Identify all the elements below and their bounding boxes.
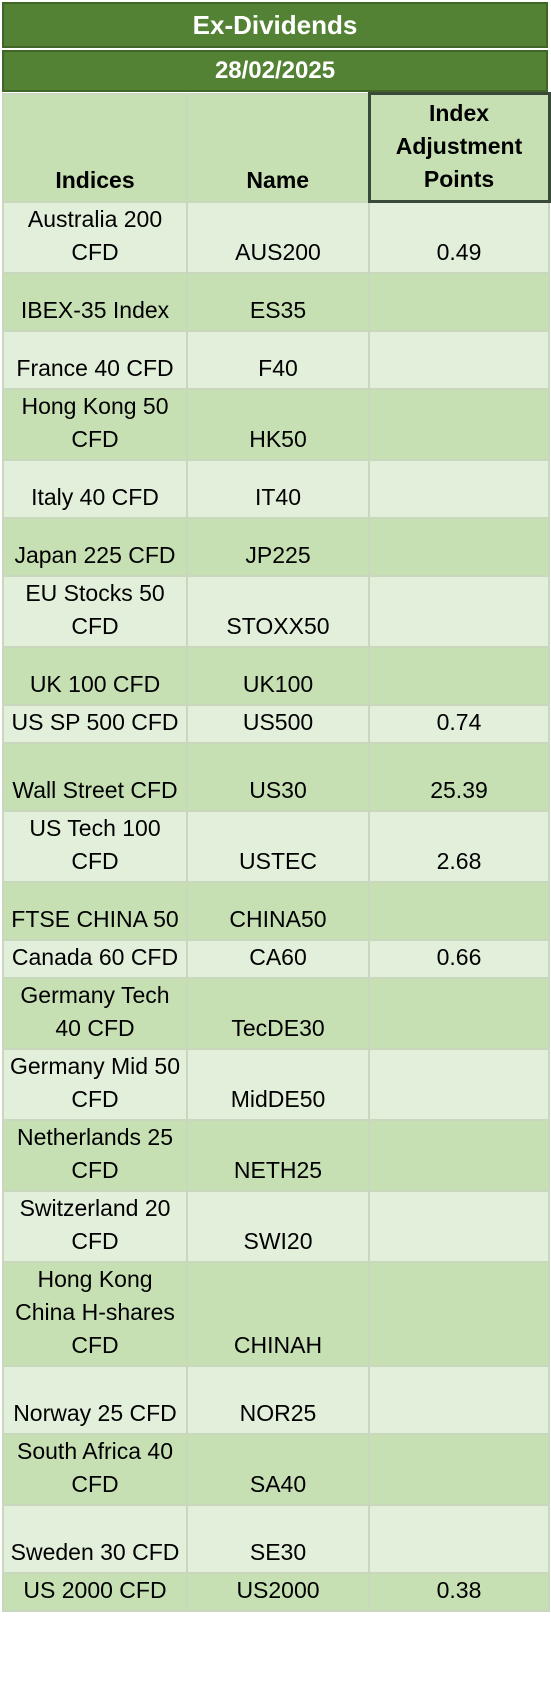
cell-points [368, 1047, 550, 1121]
cell-points: 2.68 [368, 809, 550, 883]
cell-index: Sweden 30 CFD [2, 1503, 188, 1574]
cell-name: F40 [186, 329, 370, 390]
cell-index: US 2000 CFD [2, 1571, 188, 1612]
table-row: Germany Tech 40 CFD TecDE30 [2, 976, 550, 1050]
cell-index: France 40 CFD [2, 329, 188, 390]
table-row: UK 100 CFD UK100 [2, 645, 550, 706]
table-row: Sweden 30 CFD SE30 [2, 1503, 550, 1574]
cell-index: Italy 40 CFD [2, 458, 188, 519]
ex-dividends-table: Indices Name Index Adjustment Points Aus… [2, 92, 551, 1612]
cell-points [368, 1432, 550, 1506]
cell-index: EU Stocks 50 CFD [2, 574, 188, 648]
cell-name: HK50 [186, 387, 370, 461]
cell-name: US2000 [186, 1571, 370, 1612]
cell-name: CHINAH [186, 1260, 370, 1367]
cell-points [368, 1503, 550, 1574]
cell-points [368, 387, 550, 461]
cell-index: FTSE CHINA 50 [2, 880, 188, 941]
cell-index: Hong Kong China H-shares CFD [2, 1260, 188, 1367]
cell-name: SE30 [186, 1503, 370, 1574]
cell-name: MidDE50 [186, 1047, 370, 1121]
cell-points: 0.74 [368, 703, 550, 744]
cell-points [368, 976, 550, 1050]
table-header-row: Indices Name Index Adjustment Points [2, 92, 551, 203]
cell-points [368, 1118, 550, 1192]
column-header-indices: Indices [2, 92, 188, 203]
table-row: Hong Kong 50 CFD HK50 [2, 387, 550, 461]
sheet-title: Ex-Dividends [2, 2, 548, 48]
table-row: US SP 500 CFD US500 0.74 [2, 703, 550, 744]
cell-points [368, 1260, 550, 1367]
cell-name: UK100 [186, 645, 370, 706]
table-row: EU Stocks 50 CFD STOXX50 [2, 574, 550, 648]
cell-index: Hong Kong 50 CFD [2, 387, 188, 461]
cell-index: Australia 200 CFD [2, 200, 188, 274]
cell-points [368, 645, 550, 706]
table-row: Italy 40 CFD IT40 [2, 458, 550, 519]
cell-points: 25.39 [368, 741, 550, 812]
table-row: Hong Kong China H-shares CFD CHINAH [2, 1260, 550, 1367]
table-row: Germany Mid 50 CFD MidDE50 [2, 1047, 550, 1121]
cell-name: US30 [186, 741, 370, 812]
cell-index: Germany Tech 40 CFD [2, 976, 188, 1050]
table-row: France 40 CFD F40 [2, 329, 550, 390]
table-row: Australia 200 CFD AUS200 0.49 [2, 200, 550, 274]
cell-name: ES35 [186, 271, 370, 332]
table-row: US 2000 CFD US2000 0.38 [2, 1571, 550, 1612]
cell-name: CHINA50 [186, 880, 370, 941]
cell-points [368, 458, 550, 519]
cell-index: Wall Street CFD [2, 741, 188, 812]
cell-index: Netherlands 25 CFD [2, 1118, 188, 1192]
cell-index: Japan 225 CFD [2, 516, 188, 577]
cell-index: Norway 25 CFD [2, 1364, 188, 1435]
cell-name: NOR25 [186, 1364, 370, 1435]
cell-points: 0.38 [368, 1571, 550, 1612]
cell-name: AUS200 [186, 200, 370, 274]
cell-index: US SP 500 CFD [2, 703, 188, 744]
cell-points [368, 1189, 550, 1263]
cell-name: SA40 [186, 1432, 370, 1506]
table-body: Australia 200 CFD AUS200 0.49 IBEX-35 Index… [2, 200, 550, 1612]
cell-index: IBEX-35 Index [2, 271, 188, 332]
cell-index: Switzerland 20 CFD [2, 1189, 188, 1263]
table-row: IBEX-35 Index ES35 [2, 271, 550, 332]
table-row: Norway 25 CFD NOR25 [2, 1364, 550, 1435]
cell-name: IT40 [186, 458, 370, 519]
column-header-points: Index Adjustment Points [367, 92, 551, 203]
cell-name: NETH25 [186, 1118, 370, 1192]
column-header-name: Name [186, 92, 370, 203]
table-row: Netherlands 25 CFD NETH25 [2, 1118, 550, 1192]
table-row: Japan 225 CFD JP225 [2, 516, 550, 577]
cell-index: South Africa 40 CFD [2, 1432, 188, 1506]
cell-points [368, 1364, 550, 1435]
cell-name: STOXX50 [186, 574, 370, 648]
table-row: Canada 60 CFD CA60 0.66 [2, 938, 550, 979]
cell-name: US500 [186, 703, 370, 744]
table-row: South Africa 40 CFD SA40 [2, 1432, 550, 1506]
cell-points: 0.49 [368, 200, 550, 274]
table-row: Switzerland 20 CFD SWI20 [2, 1189, 550, 1263]
cell-points [368, 329, 550, 390]
cell-points [368, 574, 550, 648]
table-row: Wall Street CFD US30 25.39 [2, 741, 550, 812]
cell-points: 0.66 [368, 938, 550, 979]
cell-points [368, 880, 550, 941]
cell-name: TecDE30 [186, 976, 370, 1050]
cell-name: SWI20 [186, 1189, 370, 1263]
table-row: US Tech 100 CFD USTEC 2.68 [2, 809, 550, 883]
cell-name: USTEC [186, 809, 370, 883]
cell-index: UK 100 CFD [2, 645, 188, 706]
table-row: FTSE CHINA 50 CHINA50 [2, 880, 550, 941]
cell-index: US Tech 100 CFD [2, 809, 188, 883]
cell-points [368, 271, 550, 332]
cell-name: CA60 [186, 938, 370, 979]
sheet-date: 28/02/2025 [2, 50, 548, 92]
cell-name: JP225 [186, 516, 370, 577]
cell-points [368, 516, 550, 577]
cell-index: Germany Mid 50 CFD [2, 1047, 188, 1121]
cell-index: Canada 60 CFD [2, 938, 188, 979]
